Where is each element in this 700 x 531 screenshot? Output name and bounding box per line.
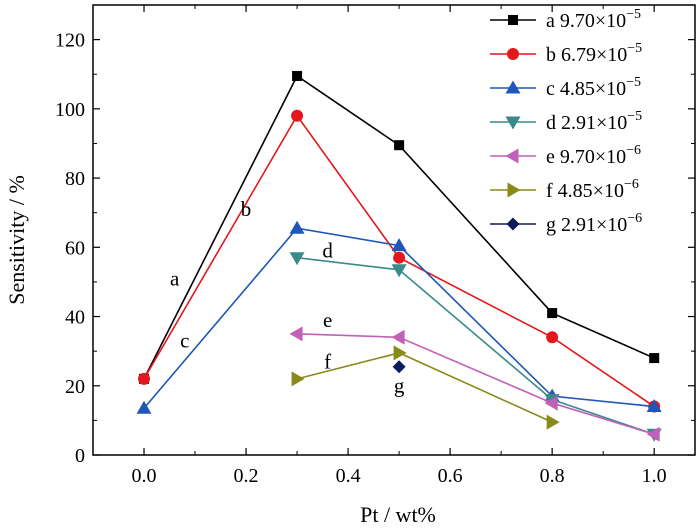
y-axis-title: Sensitivity / % xyxy=(4,175,29,305)
series-b-point xyxy=(393,251,406,264)
series-f-point xyxy=(546,414,560,430)
legend-marker xyxy=(505,116,521,130)
series-a-point xyxy=(649,353,660,364)
legend-item-d: d 2.91×10−5 xyxy=(490,109,642,134)
legend-label: b 6.79×10−5 xyxy=(546,41,642,66)
series-d-point xyxy=(391,264,407,278)
series-b-point xyxy=(546,331,559,344)
series-e-point xyxy=(646,426,660,442)
y-axis: 0 20 40 60 80 100 120 xyxy=(55,30,695,467)
x-axis: 0.0 0.2 0.4 0.6 0.8 1.0 xyxy=(132,5,667,487)
plot-border xyxy=(92,4,696,456)
series-f-point xyxy=(291,371,305,387)
annotation-a: a xyxy=(170,266,180,290)
annotation-d: d xyxy=(322,239,333,263)
y-tick-label: 40 xyxy=(65,307,85,329)
legend-marker xyxy=(505,148,519,164)
y-tick-label: 0 xyxy=(75,445,85,467)
legend-label: g 2.91×10−6 xyxy=(546,211,642,236)
series-e-point xyxy=(391,329,405,345)
legend-item-f: f 4.85×10−6 xyxy=(490,177,639,202)
legend-label: f 4.85×10−6 xyxy=(546,177,639,202)
annotation-c: c xyxy=(180,329,189,353)
series-c-point xyxy=(136,400,152,414)
legend-marker xyxy=(508,15,518,25)
legend-label: c 4.85×10−5 xyxy=(546,75,641,100)
x-tick-label: 0.2 xyxy=(234,465,259,487)
series-e xyxy=(289,326,660,442)
legend-marker xyxy=(507,48,519,60)
annotation-e: e xyxy=(323,308,332,332)
legend-item-e: e 9.70×10−6 xyxy=(490,143,641,168)
x-tick-label: 0.8 xyxy=(540,465,565,487)
x-tick-label: 0.4 xyxy=(336,465,361,487)
series-e-line xyxy=(297,333,655,435)
x-tick-label: 0.0 xyxy=(132,465,157,487)
series-d-line xyxy=(296,256,655,435)
x-tick-label: 0.6 xyxy=(438,465,463,487)
data-series xyxy=(136,70,662,442)
legend-marker xyxy=(505,80,521,94)
legend-item-g: g 2.91×10−6 xyxy=(490,211,642,236)
series-e-point xyxy=(544,395,558,411)
legend-label: a 9.70×10−5 xyxy=(546,7,641,32)
plot-frame xyxy=(92,4,696,456)
y-tick-label: 100 xyxy=(55,99,85,121)
legend-marker xyxy=(506,217,520,231)
series-c xyxy=(136,220,662,414)
annotation-g: g xyxy=(394,374,405,398)
legend-item-c: c 4.85×10−5 xyxy=(490,75,641,100)
legend-item-a: a 9.70×10−5 xyxy=(490,7,641,32)
legend-marker xyxy=(507,182,521,198)
legend: a 9.70×10−5 b 6.79×10−5 c 4.85×10−5 d 2.91×… xyxy=(490,7,642,236)
series-d-point xyxy=(289,252,305,266)
curve-annotations: a b c d ef g xyxy=(170,197,405,398)
series-b-point xyxy=(291,109,304,122)
y-tick-label: 60 xyxy=(65,237,85,259)
series-a-point xyxy=(394,140,405,151)
annotation-b: b xyxy=(241,197,252,221)
annotation-f: f xyxy=(324,349,331,373)
series-b-point xyxy=(138,372,151,385)
y-tick-label: 80 xyxy=(65,168,85,190)
series-f xyxy=(291,345,560,430)
series-c-point xyxy=(646,399,662,413)
legend-label: d 2.91×10−5 xyxy=(546,109,642,134)
series-c-point xyxy=(391,238,407,252)
series-g-point xyxy=(392,360,406,374)
x-axis-title: Pt / wt% xyxy=(360,502,436,527)
y-tick-label: 120 xyxy=(55,30,85,52)
x-tick-label: 1.0 xyxy=(642,465,667,487)
series-f-point xyxy=(393,345,407,361)
legend-label: e 9.70×10−6 xyxy=(546,143,641,168)
y-tick-label: 20 xyxy=(65,376,85,398)
legend-item-b: b 6.79×10−5 xyxy=(490,41,642,66)
series-g xyxy=(392,360,406,374)
series-e-point xyxy=(289,326,303,342)
series-d xyxy=(289,252,662,442)
series-a-point xyxy=(547,308,558,319)
series-a-point xyxy=(292,70,303,81)
series-c-point xyxy=(289,220,305,234)
